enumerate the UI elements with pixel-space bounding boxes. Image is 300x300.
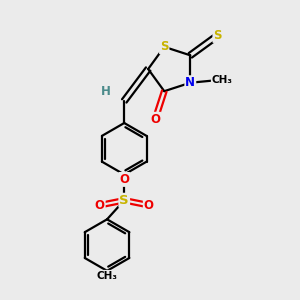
Text: O: O [95, 199, 105, 212]
Text: O: O [144, 199, 154, 212]
Text: CH₃: CH₃ [212, 75, 233, 85]
Text: CH₃: CH₃ [97, 271, 118, 281]
Text: S: S [160, 40, 169, 53]
Text: O: O [119, 173, 129, 186]
Text: S: S [213, 29, 222, 42]
Text: S: S [119, 194, 129, 207]
Text: N: N [185, 76, 195, 89]
Text: O: O [150, 113, 160, 126]
Text: H: H [101, 85, 111, 98]
